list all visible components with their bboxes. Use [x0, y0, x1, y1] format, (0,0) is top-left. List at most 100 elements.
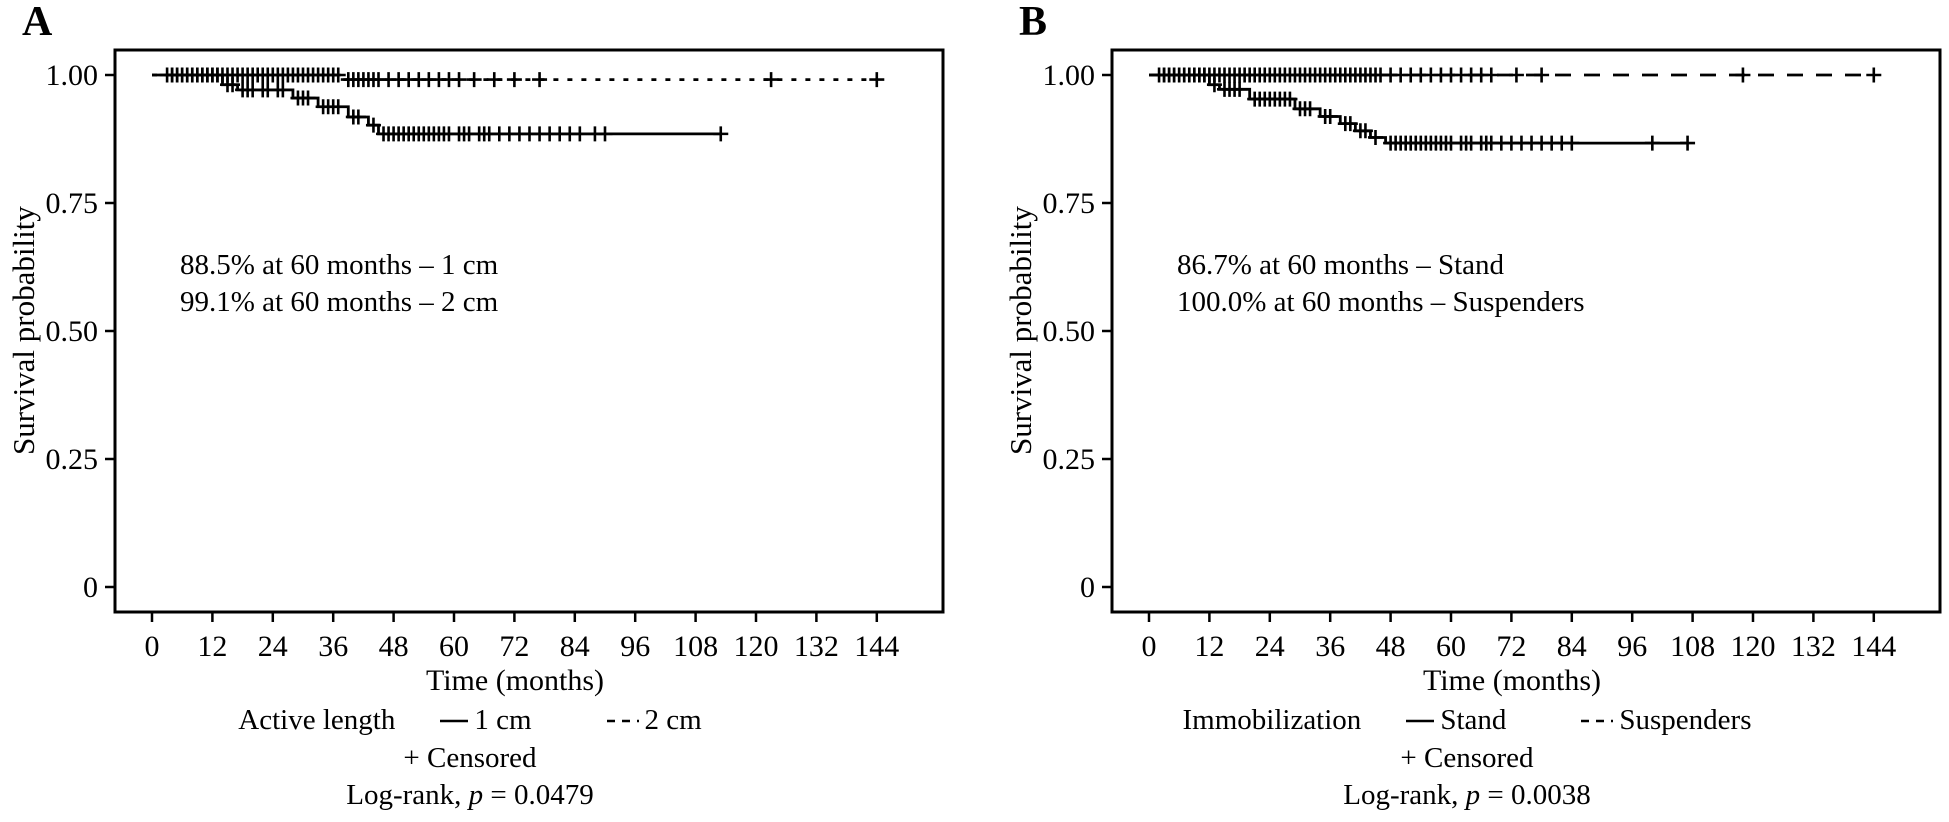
x-tick-label: 24: [1255, 630, 1285, 663]
censor-plus-icon: [1282, 91, 1298, 107]
y-tick-label: 0.75: [1043, 187, 1096, 220]
x-tick-label: 84: [560, 630, 590, 663]
x-tick-label: 120: [1730, 630, 1775, 663]
panel-a: A Survival probability 0 12 24 36 48 60 72 84 96…: [0, 0, 952, 822]
x-tick-label: 72: [499, 630, 529, 663]
logrank-p-symbol: p: [468, 779, 484, 811]
annotation-block: 86.7% at 60 months – Stand 100.0% at 60 …: [1177, 247, 1585, 321]
annotation-line-2: 100.0% at 60 months – Suspenders: [1177, 286, 1585, 318]
censored-note: + Censored: [403, 742, 537, 774]
censor-plus-icon: [1866, 67, 1882, 83]
censor-plus-icon: [1232, 81, 1248, 97]
panel-b-label: B: [1019, 0, 1048, 45]
censor-plus-icon: [597, 126, 613, 142]
censor-plus-icon: [1357, 123, 1373, 139]
censor-plus-icon: [1342, 116, 1358, 132]
logrank-prefix: Log-rank,: [1343, 779, 1466, 811]
x-tick-label: 108: [1670, 630, 1715, 663]
censor-plus-icon: [1322, 108, 1338, 124]
solid-line-sample-icon: [440, 719, 469, 722]
x-tick-label: 12: [197, 630, 227, 663]
logrank-value: = 0.0038: [1480, 779, 1591, 811]
x-tick-label: 0: [145, 630, 160, 663]
x-tick-label: 84: [1557, 630, 1587, 663]
legend-series1-label: 1 cm: [474, 704, 532, 736]
censor-plus-icon: [466, 72, 482, 88]
x-tick-label: 48: [1376, 630, 1406, 663]
censor-plus-icon: [1735, 67, 1751, 83]
y-tick-label: 0: [1080, 571, 1095, 604]
annotation-block: 88.5% at 60 months – 1 cm 99.1% at 60 mo…: [180, 247, 498, 321]
km-plot-b: 0 12 24 36 48 60 72 84 96 108 120 132 144 1.00 0.75 0.5…: [1043, 48, 1942, 663]
censor-plus-icon: [330, 67, 346, 83]
y-axis: 1.00 0.75 0.50 0.25 0: [1043, 59, 1112, 604]
y-tick-label: 0.75: [46, 187, 99, 220]
censor-plus-icon: [365, 117, 381, 133]
y-tick-label: 0.50: [1043, 315, 1096, 348]
censor-plus-icon: [1534, 67, 1550, 83]
censor-plus-icon: [1302, 101, 1318, 117]
annotation-line-1: 86.7% at 60 months – Stand: [1177, 249, 1505, 281]
x-tick-label: 144: [1851, 630, 1896, 663]
censor-plus-icon: [572, 126, 588, 142]
x-axis: 0 12 24 36 48 60 72 84 96 108 120 132 144: [1142, 612, 1896, 663]
panel-a-label: A: [22, 0, 53, 45]
x-tick-label: 96: [620, 630, 650, 663]
y-axis: 1.00 0.75 0.50 0.25 0: [46, 59, 115, 604]
censor-plus-icon: [869, 72, 885, 88]
censor-plus-icon: [1564, 135, 1580, 151]
y-tick-label: 0.50: [46, 315, 99, 348]
censor-plus-icon: [1367, 129, 1383, 145]
legend-item-series2: 2 cm: [606, 704, 702, 737]
x-tick-label: 24: [258, 630, 288, 663]
legend-row: Immobilization Stand Suspenders: [997, 704, 1937, 737]
x-axis-title: Time (months): [425, 664, 605, 697]
y-tick-label: 0.25: [46, 443, 99, 476]
legend-group-label: Active length: [238, 704, 396, 736]
y-tick-label: 0.25: [1043, 443, 1096, 476]
y-tick-label: 0: [83, 571, 98, 604]
censor-plus-icon: [330, 99, 346, 115]
legend-series1-label: Stand: [1440, 704, 1507, 736]
logrank-note: Log-rank, p = 0.0038: [997, 779, 1937, 812]
censor-marks-2-cm: [159, 67, 885, 88]
x-tick-label: 12: [1194, 630, 1224, 663]
censor-plus-icon: [532, 72, 548, 88]
y-tick-label: 1.00: [46, 59, 99, 92]
x-tick-label: 96: [1617, 630, 1647, 663]
survival-curve-2-cm: [152, 73, 877, 82]
logrank-p-symbol: p: [1465, 779, 1481, 811]
censor-plus-icon: [763, 72, 779, 88]
legend-series2-label: 2 cm: [644, 704, 702, 736]
dashed-line-sample-icon: [1581, 719, 1614, 722]
censor-plus-icon: [451, 72, 467, 88]
legend-series2-label: Suspenders: [1619, 704, 1752, 736]
x-tick-label: 60: [439, 630, 469, 663]
x-tick-label: 132: [1791, 630, 1836, 663]
x-tick-label: 36: [318, 630, 348, 663]
x-tick-label: 60: [1436, 630, 1466, 663]
censor-plus-icon: [1483, 67, 1499, 83]
legend-item-series1: 1 cm: [439, 704, 532, 737]
censor-plus-icon: [300, 90, 316, 106]
solid-line-sample-icon: [1406, 719, 1435, 722]
censor-plus-icon: [1644, 135, 1660, 151]
logrank-value: = 0.0479: [483, 779, 594, 811]
legend-group-label: Immobilization: [1182, 704, 1362, 736]
annotation-line-1: 88.5% at 60 months – 1 cm: [180, 249, 499, 281]
censored-note: + Censored: [1400, 742, 1534, 774]
x-tick-label: 48: [379, 630, 409, 663]
legend-row: Active length 1 cm 2 cm: [0, 704, 940, 737]
x-tick-label: 36: [1315, 630, 1345, 663]
legend-item-series1: Stand: [1405, 704, 1506, 737]
censor-marks-stand: [1156, 67, 1696, 151]
censor-marks-suspenders: [1151, 67, 1882, 83]
x-axis: 0 12 24 36 48 60 72 84 96 108 120 132 144: [145, 612, 899, 663]
censor-plus-icon: [1508, 67, 1524, 83]
x-axis-title: Time (months): [1422, 664, 1602, 697]
logrank-note: Log-rank, p = 0.0479: [0, 779, 940, 812]
panel-b: B Survival probability 0 12 24 36 48 60 72 84 96…: [997, 0, 1949, 822]
annotation-line-2: 99.1% at 60 months – 2 cm: [180, 286, 499, 318]
x-tick-label: 108: [673, 630, 718, 663]
